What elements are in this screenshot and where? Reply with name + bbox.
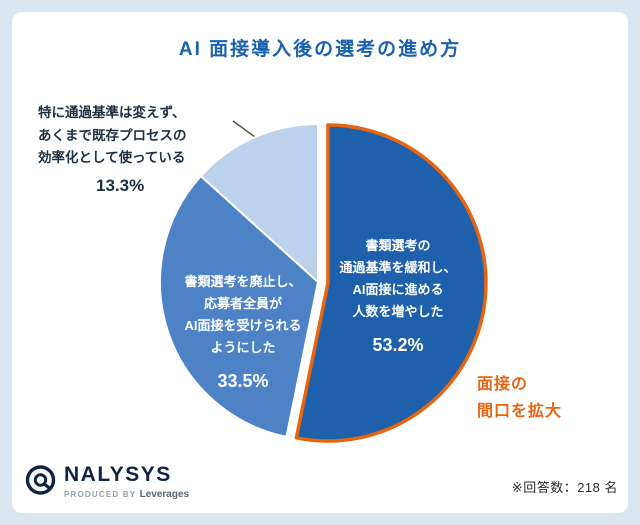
emphasis-annotation: 面接の 間口を拡大 (477, 376, 563, 421)
slice-label-outside: 特に通過基準は変えず、 あくまで既存プロセスの 効率化として使っている 13.3… (38, 80, 258, 222)
slice-label-main: 書類選考の 通過基準を緩和し、 AI面接に進める 人数を増やした 53.2% (312, 213, 484, 383)
produced-by-line: PRODUCED BY Leverages (64, 489, 189, 500)
slice-label-secondary: 書類選考を廃止し、 応募者全員が AI面接を受けられる ようにした 33.5% (157, 249, 329, 419)
slice-label-text: 特に通過基準は変えず、 あくまで既存プロセスの 効率化として使っている (38, 105, 187, 165)
producer-name: Leverages (139, 489, 190, 501)
slice-percent: 53.2% (372, 335, 424, 356)
chart-title: AI 面接導入後の選考の進め方 (178, 39, 462, 60)
slice-label-text: 書類選考の 通過基準を緩和し、 AI面接に進める 人数を増やした (339, 238, 457, 320)
slice-percent: 13.3% (96, 176, 145, 196)
pie-slice-1 (159, 175, 319, 438)
slice-label-text: 書類選考を廃止し、 応募者全員が AI面接を受けられる ようにした (184, 274, 302, 356)
logo-wordmark: NALYSYS (64, 463, 172, 486)
pie-slice-2 (199, 123, 319, 283)
respondent-count-note: ※回答数：218 名 (511, 480, 618, 495)
slice-percent: 33.5% (217, 371, 269, 392)
pie-slices (159, 123, 488, 443)
produced-by-label: PRODUCED BY (64, 490, 137, 500)
pie-slice-0 (294, 123, 488, 443)
nalysys-logo: NALYSYS PRODUCED BY Leverages (24, 463, 189, 500)
nalysys-logo-icon (25, 465, 56, 495)
